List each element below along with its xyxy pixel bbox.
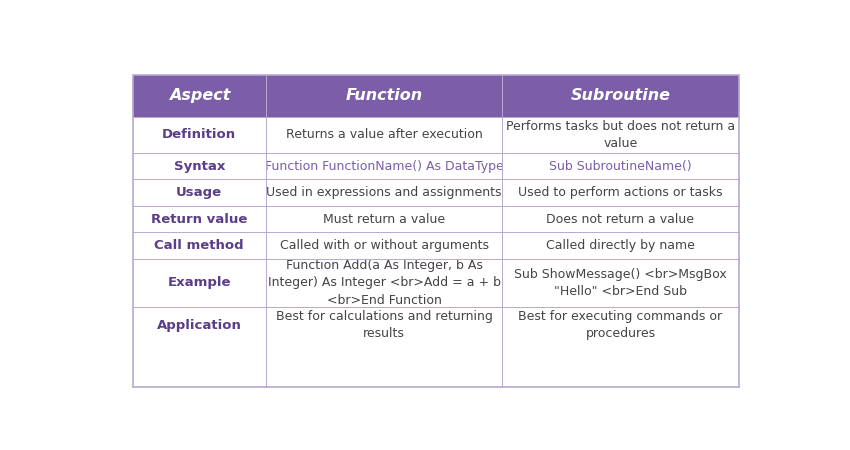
Bar [133, 153, 266, 179]
Bar [502, 153, 739, 179]
Text: Application: Application [157, 319, 241, 332]
Bar [502, 117, 739, 153]
Bar [133, 75, 739, 387]
Bar [266, 232, 502, 259]
Text: Sub ShowMessage() <br>MsgBox
"Hello" <br>End Sub: Sub ShowMessage() <br>MsgBox "Hello" <br… [514, 268, 727, 298]
Bar [502, 259, 739, 307]
Bar [133, 232, 266, 259]
Text: Best for calculations and returning
results: Best for calculations and returning resu… [275, 310, 492, 340]
Text: Performs tasks but does not return a
value: Performs tasks but does not return a val… [506, 120, 735, 150]
Bar [266, 117, 502, 153]
Text: Called with or without arguments: Called with or without arguments [280, 239, 489, 252]
Text: Subroutine: Subroutine [570, 88, 671, 104]
Text: Function: Function [346, 88, 422, 104]
Bar [266, 179, 502, 206]
Text: Function Add(a As Integer, b As
Integer) As Integer <br>Add = a + b
<br>End Func: Function Add(a As Integer, b As Integer)… [268, 259, 501, 307]
Bar [502, 179, 739, 206]
Bar [502, 206, 739, 232]
Bar [133, 117, 266, 153]
Text: Best for executing commands or
procedures: Best for executing commands or procedure… [518, 310, 722, 340]
Bar [266, 153, 502, 179]
Bar [266, 307, 502, 343]
Bar [133, 75, 266, 117]
Bar [502, 75, 739, 117]
Text: Used in expressions and assignments: Used in expressions and assignments [266, 186, 502, 199]
Text: Called directly by name: Called directly by name [546, 239, 695, 252]
Text: Definition: Definition [162, 128, 236, 141]
Text: Does not return a value: Does not return a value [547, 212, 694, 225]
Bar [502, 307, 739, 343]
Text: Syntax: Syntax [173, 159, 225, 172]
Text: Returns a value after execution: Returns a value after execution [286, 128, 483, 141]
Bar [266, 206, 502, 232]
Text: Aspect: Aspect [168, 88, 230, 104]
Text: Must return a value: Must return a value [323, 212, 445, 225]
Bar [133, 179, 266, 206]
Text: Return value: Return value [151, 212, 247, 225]
Text: Function FunctionName() As DataType: Function FunctionName() As DataType [264, 159, 503, 172]
Bar [502, 232, 739, 259]
Text: Call method: Call method [155, 239, 244, 252]
Bar [266, 259, 502, 307]
Bar [133, 307, 266, 343]
Text: Sub SubroutineName(): Sub SubroutineName() [549, 159, 692, 172]
Bar [133, 206, 266, 232]
Text: Usage: Usage [176, 186, 223, 199]
Bar [133, 259, 266, 307]
Text: Used to perform actions or tasks: Used to perform actions or tasks [518, 186, 722, 199]
Bar [266, 75, 502, 117]
Text: Example: Example [167, 276, 231, 289]
